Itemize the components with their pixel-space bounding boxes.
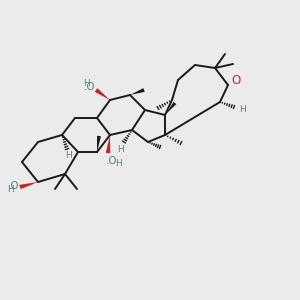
Text: H: H — [116, 158, 122, 167]
Text: H: H — [66, 151, 72, 160]
Polygon shape — [165, 102, 176, 115]
Polygon shape — [130, 88, 145, 95]
Text: H: H — [82, 80, 89, 88]
Polygon shape — [20, 182, 38, 189]
Text: H: H — [117, 146, 123, 154]
Text: .O: .O — [8, 181, 20, 191]
Polygon shape — [106, 135, 110, 153]
Text: H: H — [7, 184, 14, 194]
Text: H: H — [238, 104, 245, 113]
Text: .O: .O — [84, 82, 96, 92]
Text: .O: .O — [106, 156, 118, 166]
Polygon shape — [97, 136, 101, 152]
Polygon shape — [95, 88, 110, 100]
Text: O: O — [231, 74, 241, 88]
